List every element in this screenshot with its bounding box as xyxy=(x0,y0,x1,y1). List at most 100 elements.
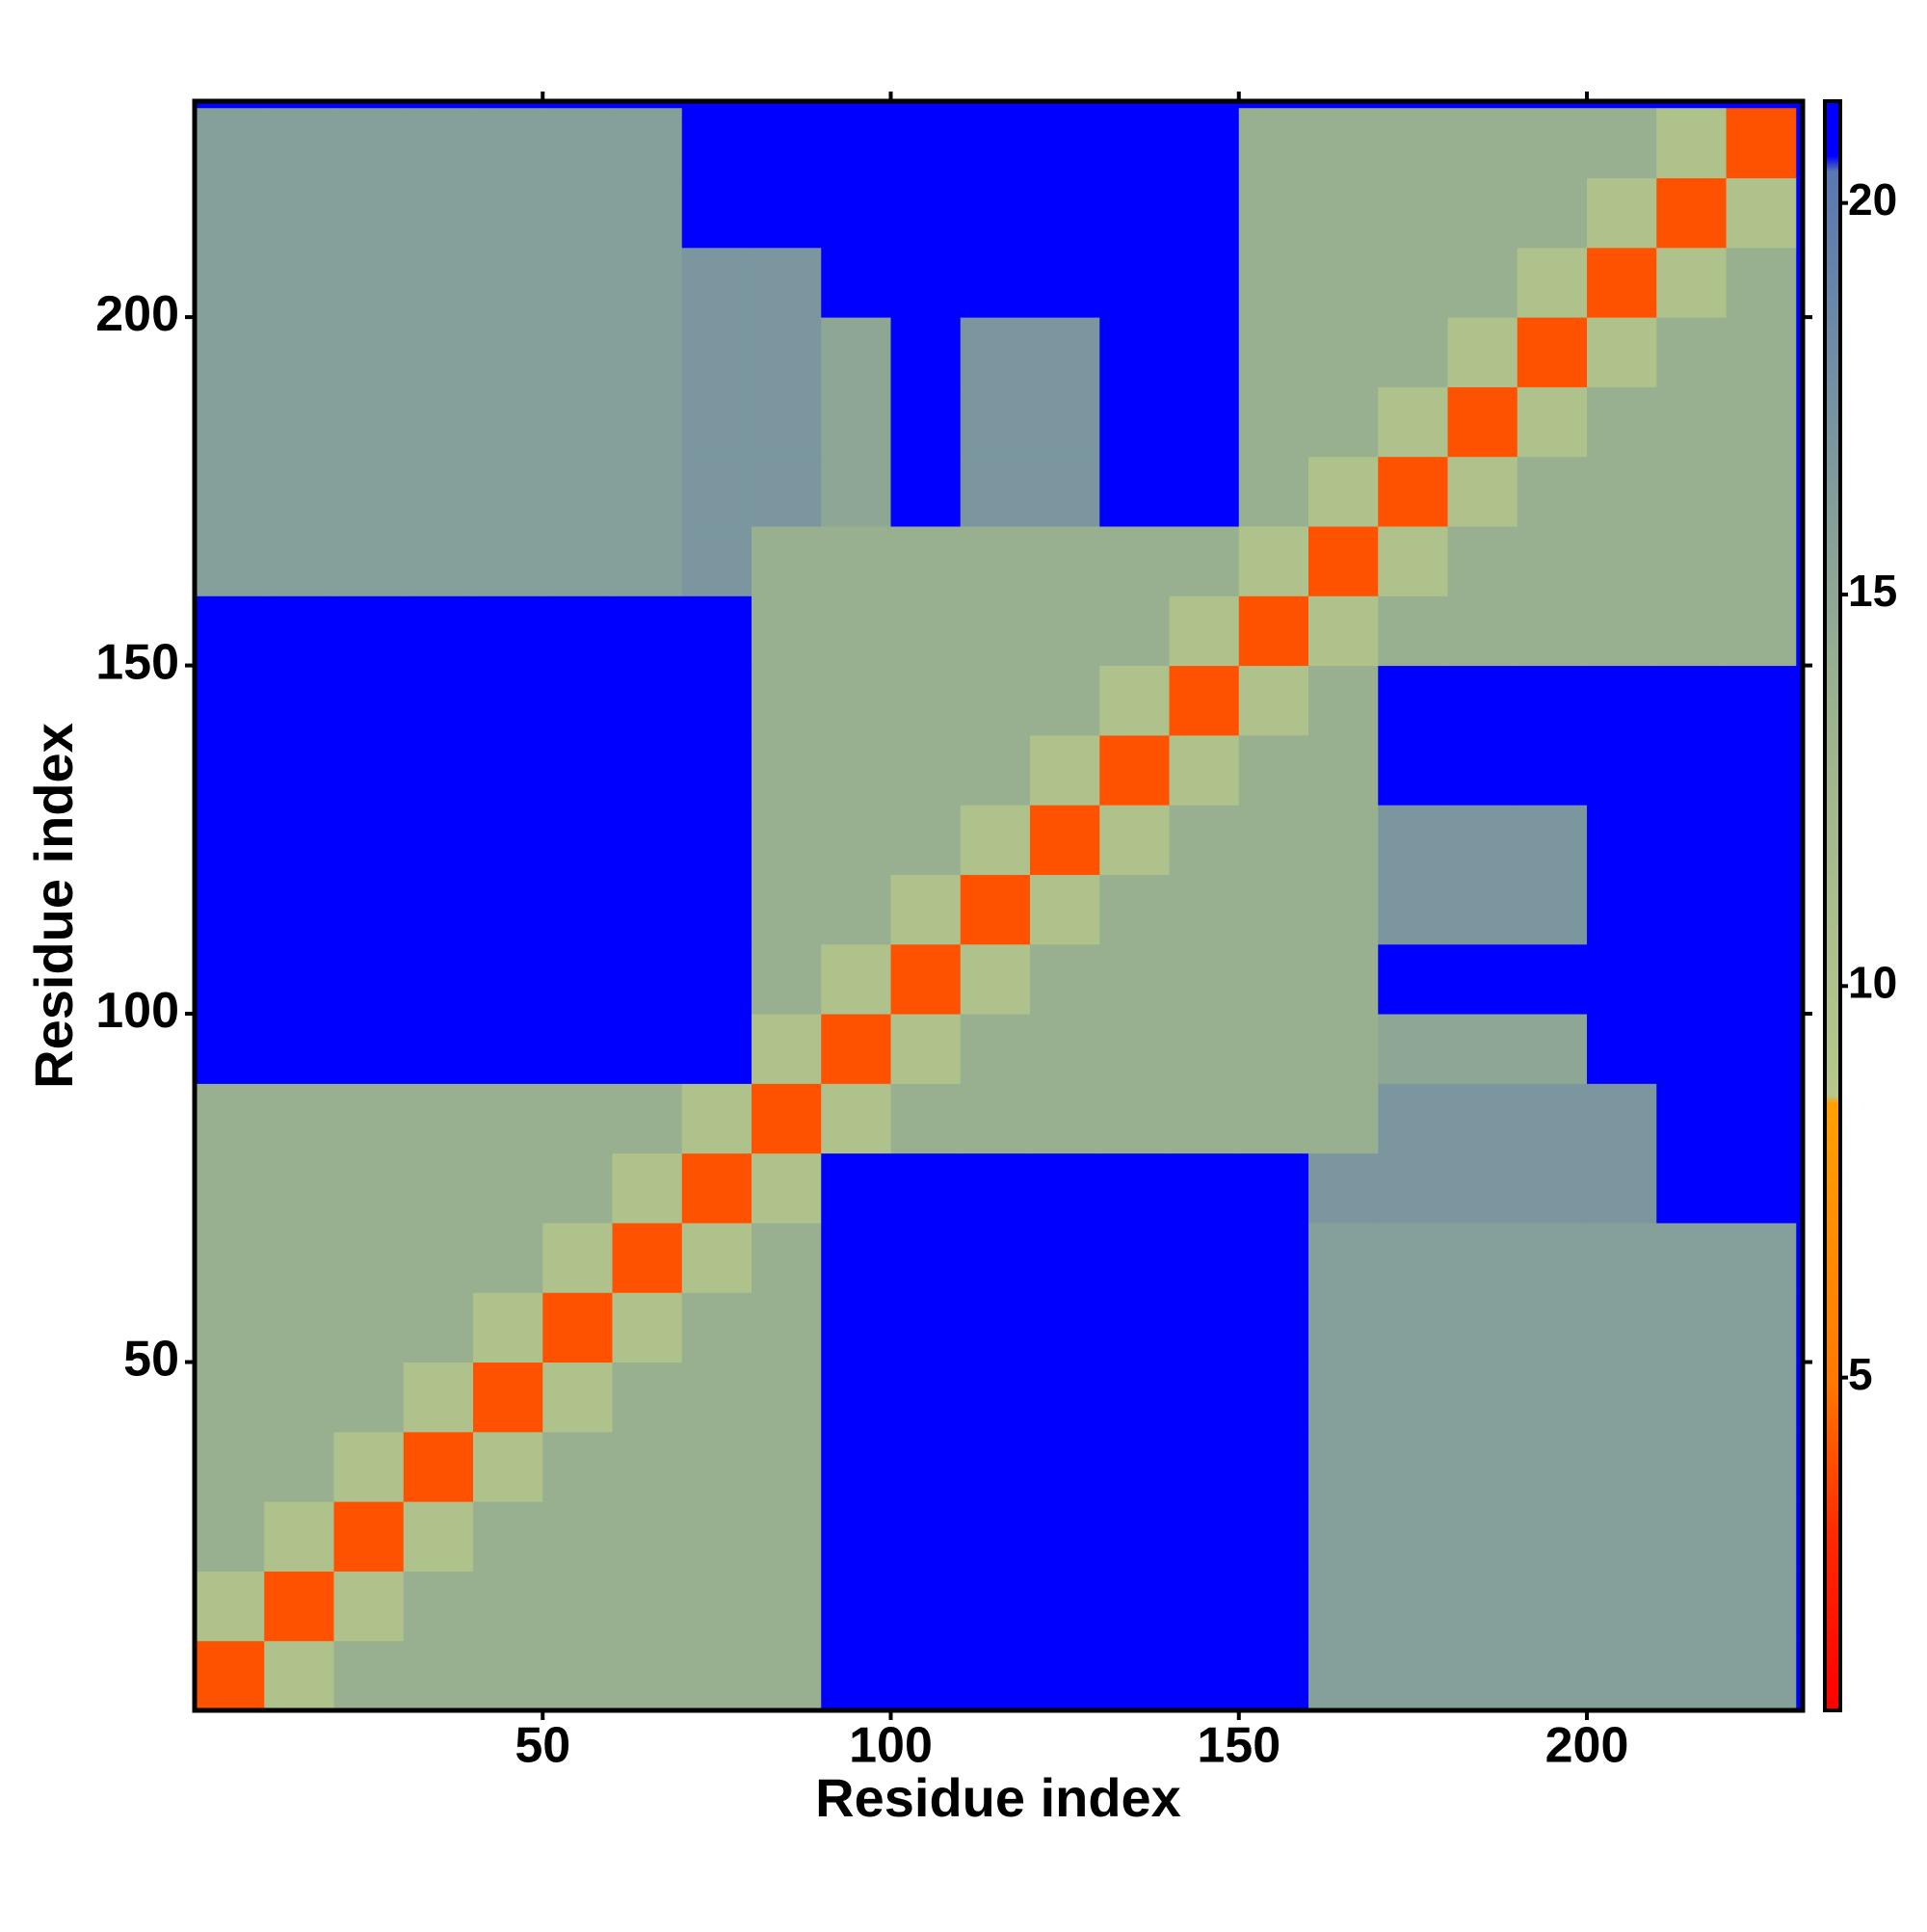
heatmap-cell xyxy=(1169,1292,1240,1363)
heatmap-cell xyxy=(542,1640,614,1711)
heatmap-cell xyxy=(1587,386,1657,458)
heatmap-cell xyxy=(1517,805,1588,875)
heatmap-cell xyxy=(1656,1571,1728,1642)
heatmap-cell xyxy=(752,1222,822,1293)
heatmap-cell xyxy=(1447,1292,1518,1363)
heatmap-cell xyxy=(1378,1640,1449,1711)
heatmap-cell xyxy=(1308,177,1379,249)
heatmap-cell xyxy=(403,456,474,527)
colorbar-tick-label: 10 xyxy=(1848,957,1897,1007)
heatmap-cell xyxy=(1587,1014,1657,1084)
heatmap-cell xyxy=(890,317,962,387)
heatmap-cell xyxy=(681,1431,752,1502)
heatmap-cell xyxy=(1726,317,1797,387)
heatmap-cell xyxy=(195,595,265,667)
heatmap-cell xyxy=(333,247,405,318)
heatmap-cell xyxy=(264,595,335,667)
heatmap-cell xyxy=(1378,247,1449,318)
heatmap-cell xyxy=(264,525,335,596)
heatmap-cell xyxy=(403,1571,474,1642)
heatmap-cell xyxy=(1517,595,1588,667)
heatmap-cell xyxy=(1587,665,1657,736)
heatmap-cell xyxy=(681,1362,752,1433)
x-tick-label: 100 xyxy=(849,1718,933,1774)
heatmap-cell xyxy=(890,386,962,458)
heatmap-cell xyxy=(473,386,543,458)
heatmap-cell xyxy=(1238,525,1309,596)
heatmap-cell xyxy=(542,595,614,667)
heatmap-cell xyxy=(264,1571,335,1642)
heatmap-cell xyxy=(1517,1083,1588,1154)
heatmap-cell xyxy=(1099,1083,1171,1154)
heatmap-cell xyxy=(612,317,683,387)
heatmap-cell xyxy=(542,1014,614,1084)
heatmap-cell xyxy=(1308,805,1379,875)
heatmap-cell xyxy=(1238,805,1309,875)
heatmap-cell xyxy=(752,317,822,387)
heatmap-cell xyxy=(1099,1501,1171,1572)
heatmap-cell xyxy=(264,1640,335,1711)
heatmap-cell xyxy=(1099,1152,1171,1224)
heatmap-cell xyxy=(1447,1083,1518,1154)
heatmap-cell xyxy=(821,1431,892,1502)
heatmap-cell xyxy=(1656,177,1728,249)
heatmap-cell xyxy=(960,317,1031,387)
heatmap-cell xyxy=(473,1640,543,1711)
heatmap-cell xyxy=(960,665,1031,736)
heatmap-cell xyxy=(1587,1501,1657,1572)
heatmap-cell xyxy=(612,1083,683,1154)
heatmap-cell xyxy=(195,386,265,458)
y-tick-label: 150 xyxy=(95,634,179,690)
heatmap-cell xyxy=(1378,525,1449,596)
heatmap-cell xyxy=(752,247,822,318)
heatmap-cell xyxy=(821,386,892,458)
heatmap-cell xyxy=(1447,943,1518,1015)
heatmap-cell xyxy=(681,943,752,1015)
heatmap-cell xyxy=(1726,734,1797,806)
heatmap-cell xyxy=(333,734,405,806)
heatmap-cell xyxy=(960,456,1031,527)
heatmap-cell xyxy=(890,1640,962,1711)
heatmap-cell xyxy=(1238,665,1309,736)
heatmap-cell xyxy=(473,247,543,318)
heatmap-cell xyxy=(1308,317,1379,387)
heatmap-cell xyxy=(1517,1292,1588,1363)
heatmap-cell xyxy=(264,1431,335,1502)
heatmap-cell xyxy=(1726,874,1797,945)
heatmap-cell xyxy=(1726,456,1797,527)
heatmap-cell xyxy=(1099,734,1171,806)
heatmap-cell xyxy=(681,1292,752,1363)
heatmap-cell xyxy=(1587,874,1657,945)
heatmap-cell xyxy=(1378,1362,1449,1433)
heatmap-cell xyxy=(890,1014,962,1084)
heatmap-cell xyxy=(612,1431,683,1502)
heatmap-cell xyxy=(1378,874,1449,945)
colorbar-tick-label: 5 xyxy=(1848,1349,1873,1399)
heatmap-cell xyxy=(473,1152,543,1224)
heatmap-cell xyxy=(1656,805,1728,875)
heatmap-cell xyxy=(890,1362,962,1433)
heatmap-cell xyxy=(195,247,265,318)
heatmap-cell xyxy=(1447,734,1518,806)
heatmap-cell xyxy=(752,1571,822,1642)
heatmap-cell xyxy=(264,456,335,527)
heatmap-cell xyxy=(1238,108,1309,179)
heatmap-cell xyxy=(1030,1014,1100,1084)
heatmap-cell xyxy=(1099,247,1171,318)
y-tick-label: 50 xyxy=(123,1331,179,1387)
heatmap-cell xyxy=(681,595,752,667)
heatmap-cell xyxy=(1169,108,1240,179)
heatmap-cell xyxy=(403,805,474,875)
heatmap-cell xyxy=(890,734,962,806)
heatmap-cell xyxy=(1656,1640,1728,1711)
heatmap-cell xyxy=(681,525,752,596)
heatmap-cell xyxy=(542,1222,614,1293)
heatmap-cell xyxy=(473,1501,543,1572)
heatmap-cell xyxy=(960,525,1031,596)
heatmap-cell xyxy=(1169,1014,1240,1084)
heatmap-cell xyxy=(612,1292,683,1363)
heatmap-cell xyxy=(1447,247,1518,318)
heatmap-cell xyxy=(1656,943,1728,1015)
heatmap-cell xyxy=(1099,943,1171,1015)
heatmap-cell xyxy=(1587,1640,1657,1711)
